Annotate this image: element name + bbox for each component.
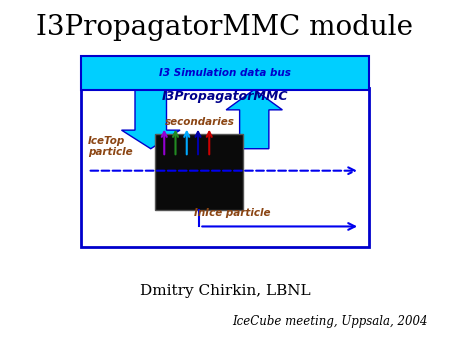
Bar xyxy=(81,56,369,90)
Text: secondaries: secondaries xyxy=(165,117,235,127)
FancyArrow shape xyxy=(226,90,283,149)
Text: I3PropagatorMMC module: I3PropagatorMMC module xyxy=(36,14,414,41)
Text: IceTop
particle: IceTop particle xyxy=(88,136,132,157)
Text: IceCube meeting, Uppsala, 2004: IceCube meeting, Uppsala, 2004 xyxy=(232,315,428,328)
Bar xyxy=(155,134,243,210)
Text: InIce particle: InIce particle xyxy=(194,208,270,218)
Text: I3 Simulation data bus: I3 Simulation data bus xyxy=(159,68,291,78)
FancyArrow shape xyxy=(122,90,180,149)
Text: Dmitry Chirkin, LBNL: Dmitry Chirkin, LBNL xyxy=(140,284,310,298)
Bar xyxy=(81,88,369,247)
Text: I3PropagatorMMC: I3PropagatorMMC xyxy=(162,90,288,102)
